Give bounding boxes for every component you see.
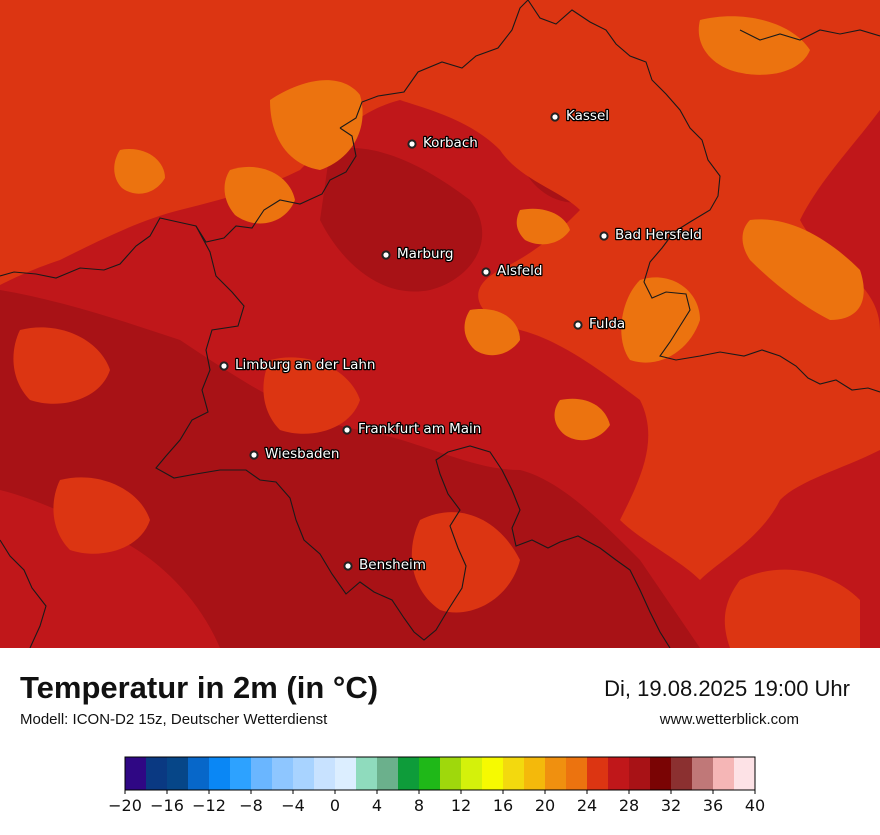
city-dot — [407, 139, 417, 149]
city-label: Kassel — [566, 108, 609, 124]
legend-tick-label: 4 — [372, 796, 382, 815]
legend-tick-label: 40 — [745, 796, 765, 815]
legend-swatch — [188, 757, 210, 790]
city-dot — [481, 267, 491, 277]
city-label: Marburg — [397, 246, 453, 262]
legend-swatch — [230, 757, 252, 790]
color-legend: −20 −16 −12 −8 −4 0 4 8 12 16 20 24 28 32 36 40 — [0, 750, 880, 830]
legend-swatch — [251, 757, 273, 790]
city-dot — [342, 425, 352, 435]
legend-swatch — [545, 757, 567, 790]
city-dot — [550, 112, 560, 122]
legend-swatch — [146, 757, 168, 790]
legend-tick-label: 16 — [493, 796, 513, 815]
legend-swatch — [650, 757, 672, 790]
city-marburg: Marburg — [381, 245, 455, 263]
legend-swatch — [713, 757, 735, 790]
map-title: Temperatur in 2m (in °C) — [20, 670, 379, 705]
legend-swatch — [587, 757, 609, 790]
temperature-map: Kassel Korbach Bad Hersfeld Marburg Alsf… — [0, 0, 880, 648]
legend-tick-label: −16 — [150, 796, 184, 815]
forecast-datetime: Di, 19.08.2025 19:00 Uhr — [604, 676, 850, 701]
legend-swatch — [125, 757, 147, 790]
legend-tick-label: −20 — [108, 796, 142, 815]
city-label: Wiesbaden — [265, 446, 339, 462]
legend-swatch — [734, 757, 756, 790]
legend-swatch — [461, 757, 483, 790]
city-label: Fulda — [589, 316, 625, 332]
legend-tick-label: 32 — [661, 796, 681, 815]
legend-tick-label: −8 — [239, 796, 263, 815]
model-subtitle: Modell: ICON-D2 15z, Deutscher Wetterdie… — [20, 711, 328, 728]
temperature-zone-24 — [0, 0, 880, 648]
legend-tick-label: 8 — [414, 796, 424, 815]
legend-swatch — [209, 757, 231, 790]
city-alsfeld: Alsfeld — [481, 262, 544, 280]
state-borders — [0, 0, 880, 648]
city-label: Limburg an der Lahn — [235, 357, 375, 373]
legend-tick-label: 28 — [619, 796, 639, 815]
city-label: Frankfurt am Main — [358, 421, 481, 437]
city-dot — [249, 450, 259, 460]
city-limburg: Limburg an der Lahn — [219, 356, 377, 374]
city-label: Alsfeld — [497, 263, 542, 279]
city-wiesbaden: Wiesbaden — [249, 445, 341, 463]
legend-tick-label: 20 — [535, 796, 555, 815]
legend-swatch — [440, 757, 462, 790]
legend-swatch — [377, 757, 399, 790]
legend-frame — [124, 756, 756, 791]
legend-swatch — [272, 757, 294, 790]
legend-swatch — [293, 757, 315, 790]
city-dot — [599, 231, 609, 241]
city-dot — [573, 320, 583, 330]
legend-tick-label: −12 — [192, 796, 226, 815]
city-bensheim: Bensheim — [343, 556, 427, 574]
map-canvas: Kassel Korbach Bad Hersfeld Marburg Alsf… — [0, 0, 880, 648]
city-fulda: Fulda — [573, 315, 626, 333]
legend-swatch — [419, 757, 441, 790]
city-bad-hersfeld: Bad Hersfeld — [599, 226, 703, 244]
legend-swatch — [608, 757, 630, 790]
legend-tick-label: 36 — [703, 796, 723, 815]
legend-swatch — [482, 757, 504, 790]
city-korbach: Korbach — [407, 134, 479, 152]
city-label: Bensheim — [359, 557, 426, 573]
city-dot — [219, 361, 229, 371]
legend-swatch — [167, 757, 189, 790]
legend-ticks: −20 −16 −12 −8 −4 0 4 8 12 16 20 24 28 32 36 40 — [108, 790, 765, 815]
city-label: Bad Hersfeld — [615, 227, 702, 243]
legend-swatch — [335, 757, 357, 790]
city-kassel: Kassel — [550, 107, 610, 125]
legend-tick-label: 24 — [577, 796, 597, 815]
legend-tick-label: −4 — [281, 796, 305, 815]
legend-swatch — [629, 757, 651, 790]
legend-swatch — [356, 757, 378, 790]
website-label: www.wetterblick.com — [659, 711, 799, 728]
legend-swatch — [314, 757, 336, 790]
temperature-zone-dark — [0, 120, 700, 648]
legend-tick-label: 12 — [451, 796, 471, 815]
city-markers: Kassel Korbach Bad Hersfeld Marburg Alsf… — [219, 107, 703, 574]
city-dot — [381, 250, 391, 260]
legend-swatch — [566, 757, 588, 790]
city-frankfurt: Frankfurt am Main — [342, 420, 483, 438]
city-dot — [343, 561, 353, 571]
legend-canvas: −20 −16 −12 −8 −4 0 4 8 12 16 20 24 28 32 36 40 — [108, 756, 765, 815]
legend-swatch — [524, 757, 546, 790]
legend-tick-label: 0 — [330, 796, 340, 815]
legend-swatches — [124, 756, 756, 791]
legend-swatch — [503, 757, 525, 790]
city-label: Korbach — [423, 135, 478, 151]
legend-swatch — [692, 757, 714, 790]
temperature-zone-26 — [114, 16, 864, 441]
legend-swatch — [398, 757, 420, 790]
legend-swatch — [671, 757, 693, 790]
